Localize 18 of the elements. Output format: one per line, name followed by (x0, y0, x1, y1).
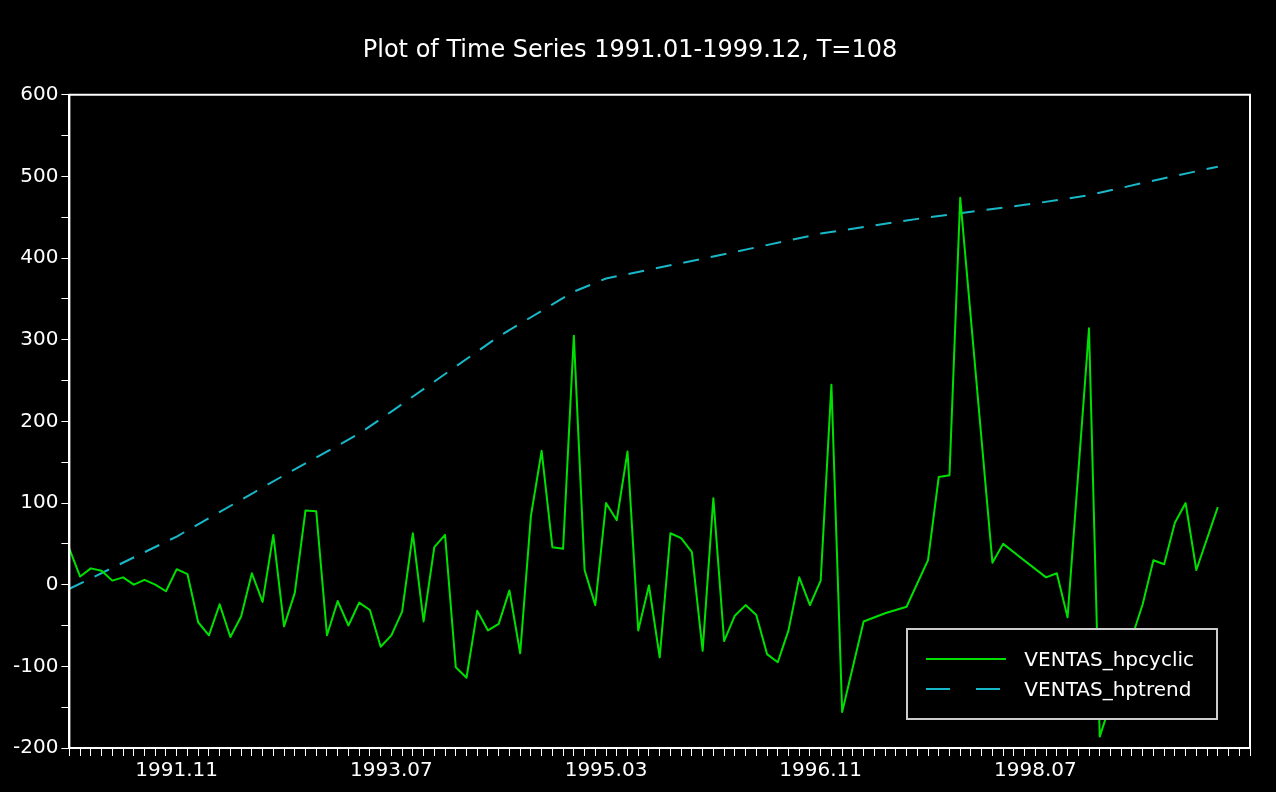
x-tick-label: 1995.03 (564, 757, 648, 782)
y-tick-label: 0 (45, 570, 59, 595)
y-tick-label: 100 (20, 489, 59, 514)
y-tick-label: -100 (13, 652, 59, 677)
y-tick-label: 400 (20, 244, 59, 269)
x-tick-label: 1991.11 (135, 757, 219, 782)
line-series (69, 165, 1219, 590)
legend-label: VENTAS_hptrend (1024, 677, 1192, 701)
x-tick-label: 1998.07 (993, 757, 1077, 782)
y-tick-label: 600 (20, 81, 59, 105)
y-tick-label: 300 (20, 325, 59, 350)
y-tick-label: 200 (20, 407, 59, 432)
x-tick-label: 1993.07 (350, 757, 433, 782)
x-tick-label: 1996.11 (779, 757, 863, 782)
y-tick-label: 500 (20, 162, 59, 187)
y-tick-label: -200 (13, 734, 59, 759)
chart-title: Plot of Time Series 1991.01-1999.12, T=108 (362, 34, 898, 63)
legend-label: VENTAS_hpcyclic (1024, 647, 1194, 671)
